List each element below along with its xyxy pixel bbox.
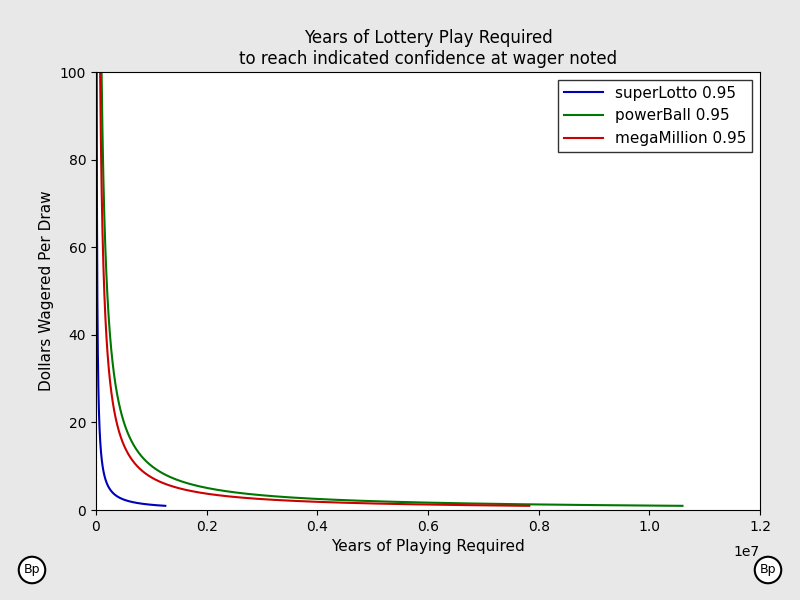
Text: Bp: Bp [24, 563, 40, 577]
Title: Years of Lottery Play Required
to reach indicated confidence at wager noted: Years of Lottery Play Required to reach … [239, 29, 617, 68]
superLotto 0.95 [153, 502, 162, 509]
X-axis label: Years of Playing Required: Years of Playing Required [331, 539, 525, 554]
powerBall 0.95 [326, 496, 335, 503]
Line: megaMillion 0.95: megaMillion 0.95 [100, 73, 530, 506]
superLotto 0.95 [92, 69, 102, 76]
Line: superLotto 0.95: superLotto 0.95 [97, 73, 166, 506]
Y-axis label: Dollars Wagered Per Draw: Dollars Wagered Per Draw [39, 191, 54, 391]
megaMillion 0.95 [190, 488, 200, 496]
powerBall 0.95 [444, 499, 454, 506]
superLotto 0.95 [107, 488, 117, 496]
superLotto 0.95 [161, 502, 170, 509]
Text: 1e7: 1e7 [734, 545, 760, 559]
powerBall 0.95 [226, 488, 235, 496]
powerBall 0.95 [324, 496, 334, 503]
megaMillion 0.95 [263, 496, 273, 503]
superLotto 0.95 [118, 496, 128, 503]
megaMillion 0.95 [352, 499, 362, 506]
powerBall 0.95 [614, 502, 623, 509]
megaMillion 0.95 [264, 496, 274, 503]
Line: powerBall 0.95: powerBall 0.95 [102, 73, 682, 506]
powerBall 0.95 [678, 502, 687, 509]
megaMillion 0.95 [95, 69, 105, 76]
superLotto 0.95 [156, 502, 166, 509]
megaMillion 0.95 [477, 502, 486, 509]
superLotto 0.95 [119, 496, 129, 503]
superLotto 0.95 [133, 499, 142, 506]
megaMillion 0.95 [495, 502, 505, 509]
Text: Bp: Bp [760, 563, 776, 577]
Legend: superLotto 0.95, powerBall 0.95, megaMillion 0.95: superLotto 0.95, powerBall 0.95, megaMil… [558, 80, 752, 152]
megaMillion 0.95 [525, 502, 534, 509]
powerBall 0.95 [638, 502, 648, 509]
powerBall 0.95 [97, 69, 106, 76]
